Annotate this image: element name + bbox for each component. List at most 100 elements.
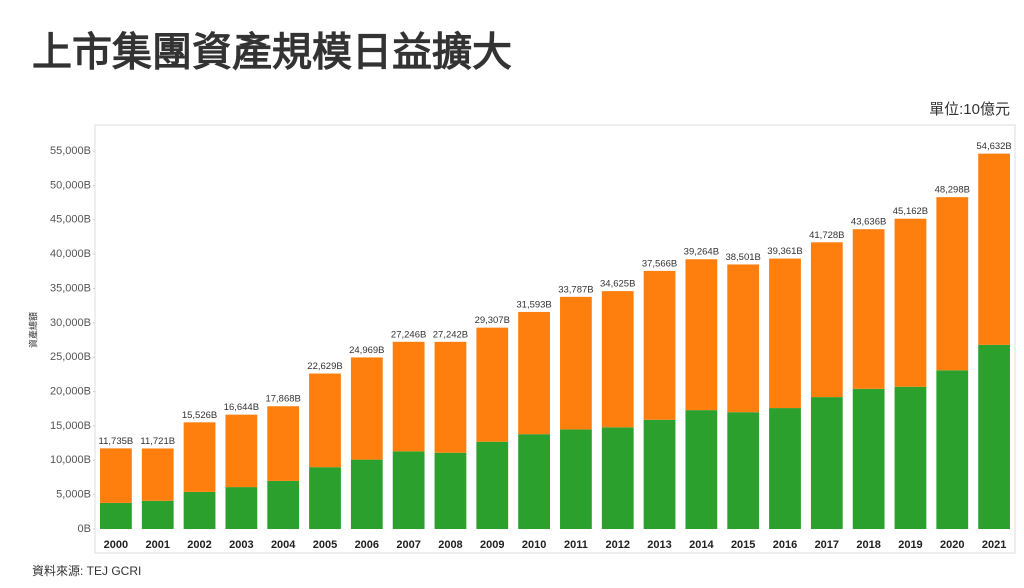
y-tick-label: 35,000B	[50, 282, 91, 294]
bar-segment	[560, 429, 592, 529]
bar-segment	[100, 448, 132, 503]
bar-segment	[309, 467, 341, 529]
y-tick-label: 5,000B	[56, 489, 91, 501]
bar-segment	[141, 448, 174, 501]
bar-segment	[350, 357, 383, 460]
total-label: 31,593B	[516, 299, 551, 310]
total-label: 39,264B	[684, 247, 719, 258]
source-note: 資料來源: TEJ GCRI	[32, 564, 141, 578]
bar-segment	[518, 311, 550, 435]
y-axis-label: 資產總額	[27, 312, 38, 348]
bar-segment	[309, 373, 341, 468]
total-label: 34,625B	[600, 279, 635, 290]
x-tick-label: 2012	[605, 539, 629, 551]
bar-segment	[810, 397, 843, 529]
bar-segment	[434, 341, 467, 453]
total-label: 24,969B	[349, 345, 384, 356]
x-tick-label: 2006	[355, 539, 379, 551]
total-label: 54,632B	[976, 141, 1011, 152]
bar-segment	[769, 408, 801, 529]
x-tick-label: 2013	[647, 539, 671, 551]
bar-segment	[560, 296, 592, 430]
total-label: 15,526B	[182, 410, 217, 421]
bar-segment	[643, 419, 676, 529]
total-label: 16,644B	[224, 402, 259, 413]
x-tick-label: 2015	[731, 539, 755, 551]
total-label: 43,636B	[851, 217, 886, 228]
chart-title: 上市集團資產規模日益擴大	[32, 30, 512, 75]
total-label: 45,162B	[893, 206, 928, 217]
y-tick-label: 50,000B	[50, 179, 91, 191]
x-tick-label: 2011	[564, 539, 588, 551]
bar-segment	[350, 459, 383, 529]
bar-segment	[267, 406, 300, 481]
y-tick-label: 25,000B	[50, 351, 91, 363]
bar-segment	[476, 327, 509, 442]
x-tick-label: 2005	[313, 539, 337, 551]
x-tick-label: 2000	[104, 539, 128, 551]
x-tick-label: 2018	[856, 539, 880, 551]
y-tick-label: 15,000B	[50, 420, 91, 432]
total-label: 33,787B	[558, 284, 593, 295]
x-tick-label: 2002	[187, 539, 211, 551]
total-label: 22,629B	[307, 361, 342, 372]
x-tick-label: 2007	[396, 539, 420, 551]
bar-segment	[225, 414, 258, 488]
bar-segment	[852, 388, 885, 529]
bar-segment	[392, 341, 425, 452]
bar-segment	[978, 344, 1010, 529]
total-label: 37,566B	[642, 258, 677, 269]
x-tick-label: 2010	[522, 539, 546, 551]
bar-segment	[518, 434, 550, 529]
total-label: 11,735B	[99, 436, 134, 447]
bar-segment	[936, 197, 969, 371]
y-tick-label: 10,000B	[50, 454, 91, 466]
unit-note: 單位:10億元	[929, 101, 1010, 118]
x-tick-label: 2021	[982, 539, 1006, 551]
bar-segment	[810, 242, 843, 398]
bar-segment	[141, 500, 174, 529]
bar-segment	[183, 491, 216, 529]
x-tick-label: 2020	[940, 539, 964, 551]
x-tick-label: 2014	[689, 539, 714, 551]
bar-segment	[100, 502, 132, 529]
x-tick-label: 2017	[815, 539, 839, 551]
bar-segment	[643, 270, 676, 420]
bar-segment	[434, 452, 467, 529]
y-tick-label: 30,000B	[50, 317, 91, 329]
total-label: 29,307B	[475, 315, 510, 326]
bar-segment	[894, 218, 927, 387]
total-label: 38,501B	[725, 252, 760, 263]
bar-segment	[936, 370, 969, 529]
total-label: 11,721B	[140, 436, 175, 447]
y-tick-label: 40,000B	[50, 248, 91, 260]
bar-segment	[685, 410, 718, 529]
total-label: 27,242B	[433, 329, 468, 340]
bar-segment	[727, 264, 760, 413]
bar-segment	[267, 480, 300, 529]
total-label: 48,298B	[935, 185, 970, 196]
total-label: 17,868B	[265, 394, 300, 405]
y-tick-label: 55,000B	[50, 145, 91, 157]
bar-segment	[225, 487, 258, 529]
bar-segment	[685, 259, 718, 411]
y-tick-label: 45,000B	[50, 214, 91, 226]
x-tick-label: 2003	[229, 539, 253, 551]
x-tick-label: 2019	[898, 539, 922, 551]
bar-segment	[727, 412, 760, 529]
x-tick-label: 2016	[773, 539, 797, 551]
x-tick-label: 2001	[145, 539, 169, 551]
bar-segment	[978, 153, 1010, 345]
bar-segment	[392, 451, 425, 529]
bar-segment	[476, 441, 509, 529]
x-tick-label: 2009	[480, 539, 504, 551]
total-label: 41,728B	[809, 230, 844, 241]
bar-segment	[894, 386, 927, 529]
bar-segment	[769, 258, 801, 409]
total-label: 39,361B	[767, 246, 802, 257]
y-tick-label: 20,000B	[50, 385, 91, 397]
bar-segment	[183, 422, 216, 492]
x-tick-label: 2008	[438, 539, 462, 551]
plot-frame	[94, 124, 1016, 554]
